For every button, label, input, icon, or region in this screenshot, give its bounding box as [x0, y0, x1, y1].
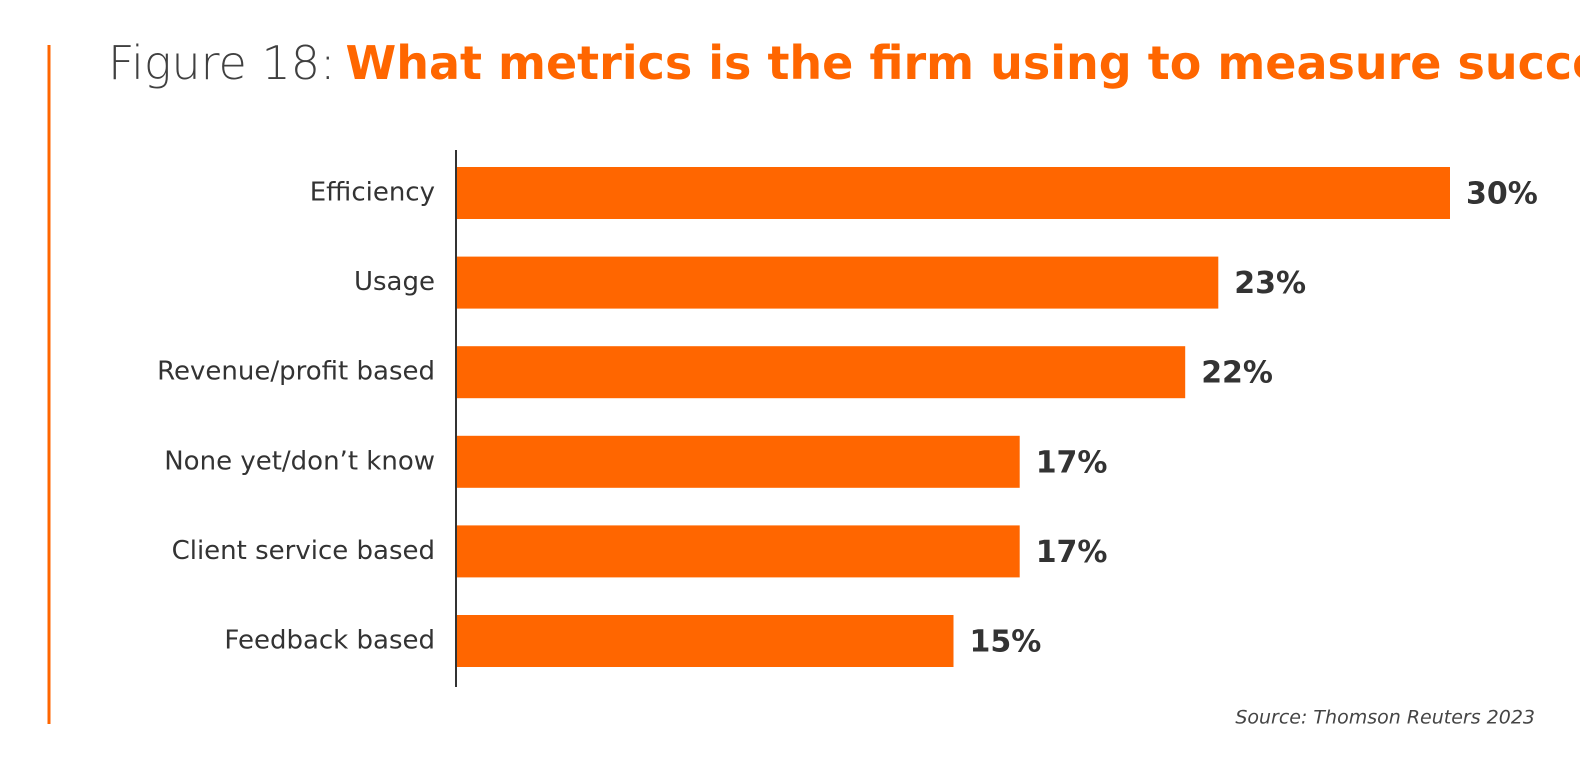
bar [457, 615, 954, 667]
title-text: What metrics is the firm using to measur… [346, 36, 1580, 90]
value-label: 17% [1036, 445, 1108, 480]
category-label: None yet/don’t know [164, 446, 435, 476]
value-label: 15% [970, 625, 1042, 660]
bar [457, 256, 1219, 309]
bar [457, 346, 1186, 399]
value-label: 17% [1036, 535, 1108, 570]
value-label: 23% [1234, 266, 1306, 301]
category-label: Client service based [172, 536, 435, 566]
category-label: Usage [354, 267, 435, 297]
category-label: Revenue/profit based [157, 357, 435, 387]
category-label: Feedback based [224, 626, 435, 656]
category-label: Efficiency [310, 178, 435, 208]
value-label: 30% [1466, 177, 1538, 212]
value-label: 22% [1201, 356, 1273, 391]
chart-title: Figure 18: What metrics is the firm using… [108, 36, 1580, 90]
bar [457, 525, 1020, 578]
source: Source: Thomson Reuters 2023 [1235, 707, 1535, 729]
bar [457, 167, 1450, 219]
bar [457, 435, 1020, 488]
figure-label: Figure 18: [108, 36, 336, 90]
